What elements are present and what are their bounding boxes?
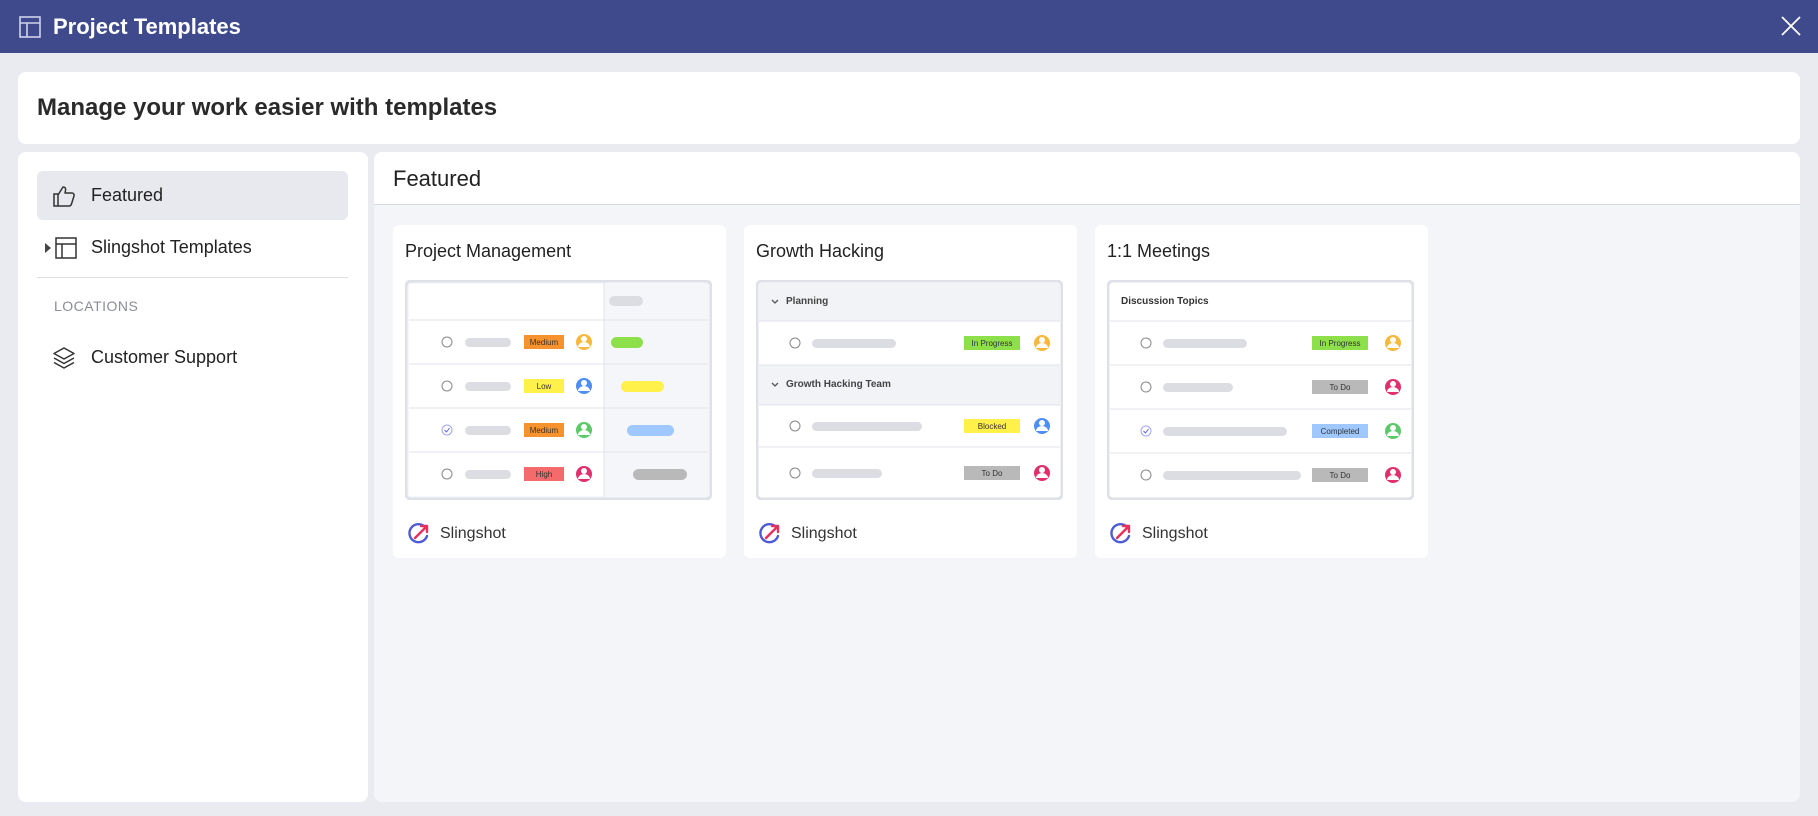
status-badge: Completed — [1321, 427, 1360, 436]
brand-name: Slingshot — [1142, 525, 1208, 542]
sidebar-item-label: Featured — [91, 185, 164, 205]
section-title: Featured — [393, 166, 482, 191]
card-title: Growth Hacking — [756, 241, 885, 261]
card-brand: Slingshot — [756, 521, 857, 547]
sidebar-divider — [37, 277, 348, 278]
slingshot-logo-icon — [408, 522, 429, 544]
main-panel: Featured Project Management Medium Low — [374, 152, 1800, 802]
main-header: Featured — [374, 152, 1800, 205]
template-card-one-on-one-meetings[interactable]: 1:1 Meetings Discussion Topics In Progre… — [1095, 225, 1428, 558]
priority-badge: Medium — [530, 426, 559, 435]
card-title: 1:1 Meetings — [1107, 241, 1211, 261]
thumbs-up-icon — [53, 185, 75, 207]
slingshot-logo-icon — [1110, 522, 1131, 544]
expand-caret-icon[interactable] — [45, 242, 51, 253]
template-icon — [55, 236, 77, 259]
status-badge: To Do — [1330, 471, 1351, 480]
card-brand: Slingshot — [405, 521, 506, 547]
sidebar-item-label: Customer Support — [91, 347, 238, 367]
status-badge: In Progress — [972, 339, 1013, 348]
card-title: Project Management — [405, 241, 572, 261]
template-card-growth-hacking[interactable]: Growth Hacking Planning In Progress Grow… — [744, 225, 1077, 558]
template-preview-image: Planning In Progress Growth Hacking Team… — [756, 280, 1063, 500]
close-icon[interactable] — [1778, 13, 1804, 39]
group-name: Planning — [786, 296, 828, 307]
sidebar-item-slingshot-templates[interactable]: Slingshot Templates — [37, 223, 348, 272]
template-icon — [19, 15, 41, 38]
status-badge: Blocked — [978, 422, 1006, 431]
brand-name: Slingshot — [440, 525, 506, 542]
status-badge: To Do — [1330, 383, 1351, 392]
template-preview-image: Medium Low Medium High — [405, 280, 712, 500]
priority-badge: Medium — [530, 338, 559, 347]
sidebar-item-featured[interactable]: Featured — [37, 171, 348, 220]
page-heading: Manage your work easier with templates — [37, 94, 498, 121]
title-bar: Project Templates — [0, 0, 1818, 53]
group-name: Growth Hacking Team — [786, 379, 891, 390]
priority-badge: Low — [537, 382, 552, 391]
template-preview-image: Discussion Topics In Progress To Do Comp… — [1107, 280, 1414, 500]
header-card: Manage your work easier with templates — [18, 72, 1800, 144]
window-title: Project Templates — [53, 13, 241, 39]
priority-badge: High — [536, 470, 552, 479]
template-card-project-management[interactable]: Project Management Medium Low — [393, 225, 726, 558]
card-brand: Slingshot — [1107, 521, 1208, 547]
layers-icon — [53, 346, 75, 369]
sidebar: Featured Slingshot Templates LOCATIONS C… — [18, 152, 368, 802]
sidebar-item-customer-support[interactable]: Customer Support — [37, 333, 348, 382]
sidebar-item-label: Slingshot Templates — [91, 237, 252, 257]
brand-name: Slingshot — [791, 525, 857, 542]
status-badge: In Progress — [1320, 339, 1361, 348]
section-name: Discussion Topics — [1121, 296, 1209, 307]
slingshot-logo-icon — [759, 522, 780, 544]
locations-heading: LOCATIONS — [54, 298, 139, 314]
status-badge: To Do — [982, 469, 1003, 478]
